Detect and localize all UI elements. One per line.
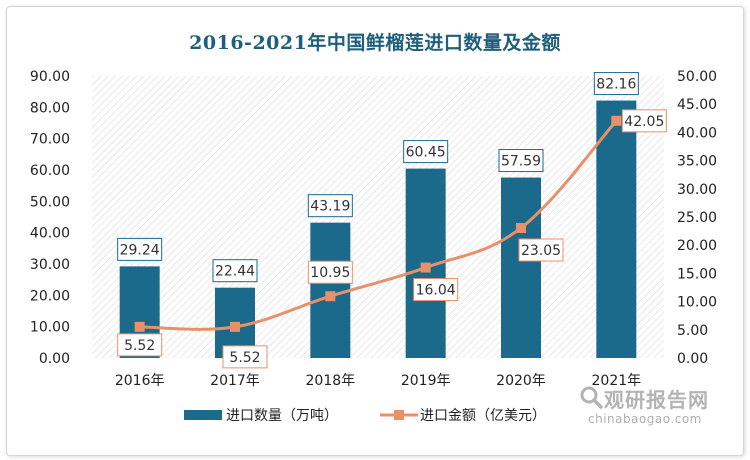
data-label-box bbox=[212, 259, 258, 283]
bar bbox=[310, 222, 351, 358]
left-axis: 0.00 10.00 20.00 30.00 40.00 50.00 60.00 70.00 8… bbox=[30, 69, 70, 367]
data-label-text: 42.05 bbox=[624, 114, 664, 130]
category-tick-label: 2019年 bbox=[401, 373, 451, 389]
magnifier-icon bbox=[580, 386, 603, 409]
category-axis: 2016年 2017年 2018年 2019年 2020年 2021年 bbox=[115, 373, 641, 389]
right-tick-label: 35.00 bbox=[677, 154, 717, 170]
left-tick-label: 40.00 bbox=[30, 226, 70, 242]
bar-data-label: 22.44 bbox=[212, 259, 258, 283]
line-point bbox=[230, 321, 240, 332]
bar-data-labels: 29.24 22.44 43.19 60.45 57.59 82.16 bbox=[117, 72, 639, 283]
left-tick-label: 50.00 bbox=[30, 194, 70, 210]
watermark-url: chinabaogao.com bbox=[588, 412, 702, 426]
right-tick-label: 10.00 bbox=[677, 295, 717, 311]
right-tick-label: 45.00 bbox=[677, 97, 717, 113]
data-label-box bbox=[117, 333, 163, 357]
line-data-labels: 5.52 5.52 10.95 16.04 23.05 42.05 bbox=[117, 109, 667, 369]
category-tick-label: 2020年 bbox=[496, 373, 546, 389]
line-data-label: 42.05 bbox=[621, 109, 667, 133]
category-tick-label: 2018年 bbox=[306, 373, 356, 389]
left-tick-label: 30.00 bbox=[30, 257, 70, 273]
watermark: 观研报告网 chinabaogao.com bbox=[578, 382, 738, 434]
category-tick-label: 2017年 bbox=[210, 373, 260, 389]
data-label-box bbox=[518, 238, 564, 262]
right-tick-label: 20.00 bbox=[677, 238, 717, 254]
data-label-text: 22.44 bbox=[215, 264, 255, 280]
bar-data-label: 43.19 bbox=[307, 194, 353, 218]
right-tick-label: 40.00 bbox=[677, 125, 717, 141]
line-data-label: 10.95 bbox=[307, 260, 353, 284]
bar bbox=[596, 100, 637, 358]
data-label-box bbox=[593, 72, 639, 96]
line-data-label: 16.04 bbox=[413, 278, 459, 302]
legend-line-label: 进口金额（亿美元） bbox=[420, 408, 546, 424]
right-tick-label: 30.00 bbox=[677, 182, 717, 198]
line-point bbox=[325, 291, 336, 302]
data-label-text: 5.52 bbox=[229, 350, 260, 366]
line-data-label: 5.52 bbox=[222, 345, 268, 369]
right-axis: 0.00 5.00 10.00 15.00 20.00 25.00 30.00 35.00 40… bbox=[677, 69, 717, 367]
legend: 进口数量（万吨） 进口金额（亿美元） bbox=[184, 408, 546, 424]
left-tick-label: 90.00 bbox=[30, 69, 70, 85]
line-point bbox=[420, 262, 431, 273]
data-label-box bbox=[498, 149, 544, 173]
left-tick-label: 0.00 bbox=[39, 351, 70, 367]
data-label-box bbox=[621, 109, 667, 133]
data-label-text: 60.45 bbox=[406, 145, 446, 161]
left-tick-label: 10.00 bbox=[30, 320, 70, 336]
bar-data-label: 82.16 bbox=[593, 72, 639, 96]
legend-line-marker bbox=[394, 410, 404, 420]
right-tick-label: 0.00 bbox=[677, 351, 708, 367]
data-label-box bbox=[307, 260, 353, 284]
data-label-text: 23.05 bbox=[521, 243, 561, 259]
bar-data-label: 57.59 bbox=[498, 149, 544, 173]
line-point bbox=[611, 115, 622, 126]
line-data-label: 5.52 bbox=[117, 333, 163, 357]
right-tick-label: 5.00 bbox=[677, 323, 708, 339]
data-label-text: 5.52 bbox=[124, 338, 155, 354]
data-label-box bbox=[117, 237, 163, 261]
line-series bbox=[134, 115, 622, 332]
watermark-text: 观研报告网 bbox=[604, 388, 709, 412]
legend-bar-label: 进口数量（万吨） bbox=[226, 408, 338, 424]
bar-data-label: 29.24 bbox=[117, 237, 163, 261]
right-tick-label: 25.00 bbox=[677, 210, 717, 226]
left-tick-label: 60.00 bbox=[30, 163, 70, 179]
left-tick-label: 20.00 bbox=[30, 288, 70, 304]
line-point bbox=[516, 222, 526, 233]
bar-data-label: 60.45 bbox=[403, 140, 449, 164]
bar bbox=[501, 177, 541, 358]
category-tick-label: 2021年 bbox=[592, 373, 642, 389]
right-tick-label: 50.00 bbox=[677, 69, 717, 85]
data-label-box bbox=[403, 140, 449, 164]
left-tick-label: 70.00 bbox=[30, 132, 70, 148]
data-label-box bbox=[307, 194, 353, 218]
left-tick-label: 80.00 bbox=[30, 100, 70, 116]
data-label-text: 29.24 bbox=[120, 242, 160, 258]
chart-title: 2016-2021年中国鲜榴莲进口数量及金额 bbox=[189, 32, 561, 54]
line-data-label: 23.05 bbox=[518, 238, 564, 262]
plot-background bbox=[92, 76, 664, 358]
data-label-text: 16.04 bbox=[416, 283, 456, 299]
data-label-text: 10.95 bbox=[310, 265, 350, 281]
data-label-text: 57.59 bbox=[501, 154, 541, 170]
data-label-box bbox=[413, 278, 459, 302]
data-label-text: 43.19 bbox=[310, 199, 350, 215]
legend-bar-swatch bbox=[184, 410, 222, 420]
data-label-text: 82.16 bbox=[596, 77, 636, 93]
line-point bbox=[134, 321, 145, 332]
category-tick-label: 2016年 bbox=[115, 373, 165, 389]
right-tick-label: 15.00 bbox=[677, 266, 717, 282]
data-label-box bbox=[222, 345, 268, 369]
